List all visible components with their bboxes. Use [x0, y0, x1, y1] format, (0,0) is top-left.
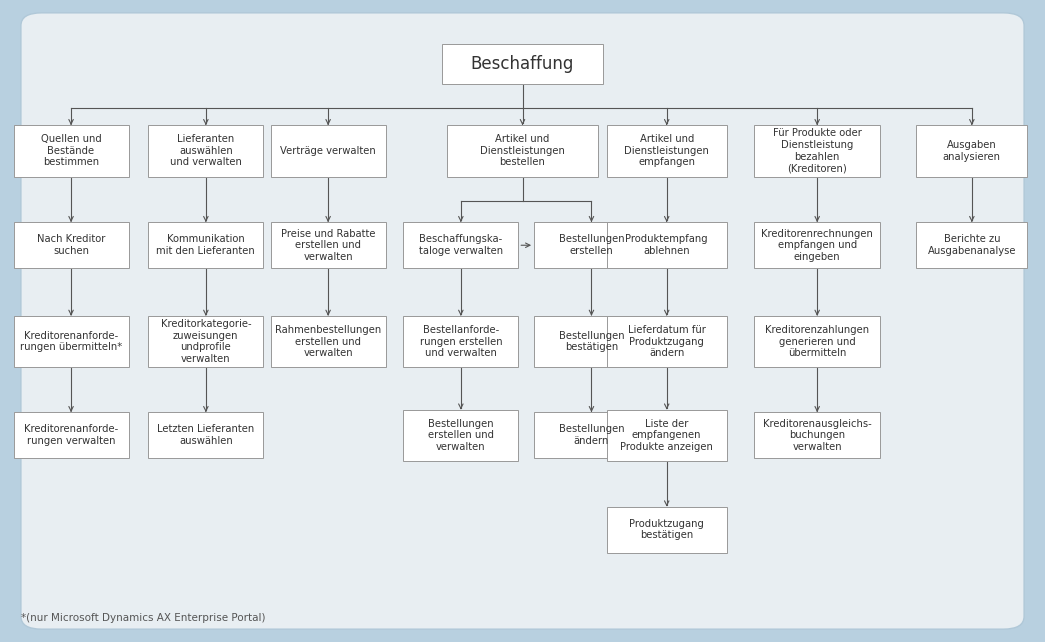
FancyBboxPatch shape [271, 222, 386, 268]
Text: Preise und Rabatte
erstellen und
verwalten: Preise und Rabatte erstellen und verwalt… [281, 229, 375, 262]
Text: Verträge verwalten: Verträge verwalten [280, 146, 376, 156]
FancyBboxPatch shape [14, 316, 129, 367]
Text: Artikel und
Dienstleistungen
bestellen: Artikel und Dienstleistungen bestellen [480, 134, 565, 168]
Text: Lieferanten
auswählen
und verwalten: Lieferanten auswählen und verwalten [170, 134, 241, 168]
FancyBboxPatch shape [14, 222, 129, 268]
Text: Bestellungen
ändern: Bestellungen ändern [559, 424, 624, 446]
FancyBboxPatch shape [441, 44, 604, 84]
FancyBboxPatch shape [607, 316, 727, 367]
Text: Kreditorenausgleichs-
buchungen
verwalten: Kreditorenausgleichs- buchungen verwalte… [763, 419, 872, 452]
Text: Nach Kreditor
suchen: Nach Kreditor suchen [37, 234, 106, 256]
Text: *(nur Microsoft Dynamics AX Enterprise Portal): *(nur Microsoft Dynamics AX Enterprise P… [21, 612, 265, 623]
FancyBboxPatch shape [534, 412, 649, 458]
FancyBboxPatch shape [754, 125, 880, 177]
FancyBboxPatch shape [607, 125, 727, 177]
FancyBboxPatch shape [14, 412, 129, 458]
FancyBboxPatch shape [754, 412, 880, 458]
FancyBboxPatch shape [403, 410, 518, 461]
FancyBboxPatch shape [534, 316, 649, 367]
Text: Quellen und
Bestände
bestimmen: Quellen und Bestände bestimmen [41, 134, 101, 168]
FancyBboxPatch shape [403, 222, 518, 268]
Text: Bestellanforde-
rungen erstellen
und verwalten: Bestellanforde- rungen erstellen und ver… [419, 325, 503, 358]
Text: Beschaffungska-
taloge verwalten: Beschaffungska- taloge verwalten [419, 234, 503, 256]
FancyBboxPatch shape [916, 222, 1027, 268]
Text: Kreditorenzahlungen
generieren und
übermitteln: Kreditorenzahlungen generieren und überm… [765, 325, 869, 358]
Text: Letzten Lieferanten
auswählen: Letzten Lieferanten auswählen [157, 424, 255, 446]
FancyBboxPatch shape [534, 222, 649, 268]
FancyBboxPatch shape [447, 125, 598, 177]
FancyBboxPatch shape [21, 13, 1024, 629]
Text: Kommunikation
mit den Lieferanten: Kommunikation mit den Lieferanten [157, 234, 255, 256]
FancyBboxPatch shape [271, 125, 386, 177]
FancyBboxPatch shape [754, 316, 880, 367]
FancyBboxPatch shape [271, 316, 386, 367]
Text: Für Produkte oder
Dienstleistung
bezahlen
(Kreditoren): Für Produkte oder Dienstleistung bezahle… [772, 128, 862, 173]
Text: Ausgaben
analysieren: Ausgaben analysieren [943, 140, 1001, 162]
Text: Kreditorkategorie-
zuweisungen
undprofile
verwalten: Kreditorkategorie- zuweisungen undprofil… [161, 319, 251, 364]
Text: Bestellungen
erstellen und
verwalten: Bestellungen erstellen und verwalten [427, 419, 494, 452]
Text: Bestellungen
bestätigen: Bestellungen bestätigen [559, 331, 624, 352]
FancyBboxPatch shape [148, 412, 263, 458]
Text: Liste der
empfangenen
Produkte anzeigen: Liste der empfangenen Produkte anzeigen [621, 419, 713, 452]
FancyBboxPatch shape [14, 125, 129, 177]
Text: Berichte zu
Ausgabenanalyse: Berichte zu Ausgabenanalyse [928, 234, 1016, 256]
Text: Kreditorenrechnungen
empfangen und
eingeben: Kreditorenrechnungen empfangen und einge… [761, 229, 874, 262]
FancyBboxPatch shape [607, 507, 727, 553]
Text: Beschaffung: Beschaffung [471, 55, 574, 73]
FancyBboxPatch shape [607, 410, 727, 461]
FancyBboxPatch shape [403, 316, 518, 367]
Text: Artikel und
Dienstleistungen
empfangen: Artikel und Dienstleistungen empfangen [624, 134, 710, 168]
FancyBboxPatch shape [148, 222, 263, 268]
Text: Kreditorenanforde-
rungen übermitteln*: Kreditorenanforde- rungen übermitteln* [20, 331, 122, 352]
FancyBboxPatch shape [148, 316, 263, 367]
Text: Lieferdatum für
Produktzugang
ändern: Lieferdatum für Produktzugang ändern [628, 325, 705, 358]
FancyBboxPatch shape [916, 125, 1027, 177]
Text: Rahmenbestellungen
erstellen und
verwalten: Rahmenbestellungen erstellen und verwalt… [275, 325, 381, 358]
Text: Produktempfang
ablehnen: Produktempfang ablehnen [625, 234, 709, 256]
FancyBboxPatch shape [607, 222, 727, 268]
FancyBboxPatch shape [754, 222, 880, 268]
Text: Bestellungen
erstellen: Bestellungen erstellen [559, 234, 624, 256]
FancyBboxPatch shape [148, 125, 263, 177]
Text: Produktzugang
bestätigen: Produktzugang bestätigen [629, 519, 704, 541]
Text: Kreditorenanforde-
rungen verwalten: Kreditorenanforde- rungen verwalten [24, 424, 118, 446]
